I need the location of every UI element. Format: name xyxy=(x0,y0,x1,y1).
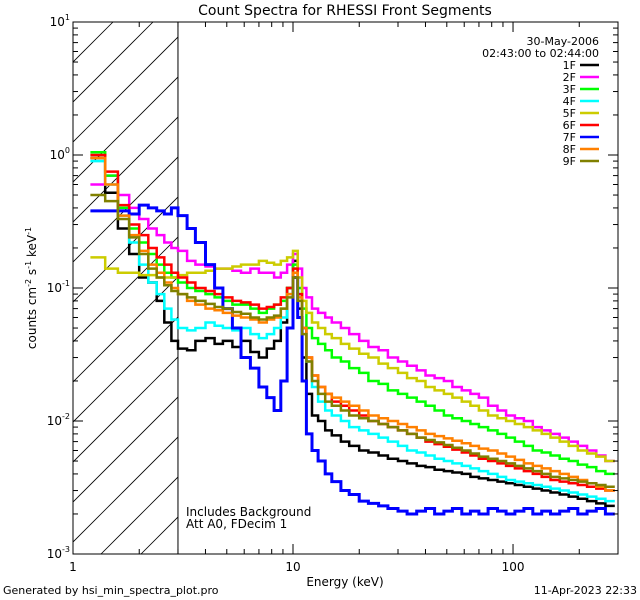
legend-label-3F: 3F xyxy=(563,83,576,96)
series-6F xyxy=(90,153,615,492)
hatch-line xyxy=(73,196,178,303)
chart-title: Count Spectra for RHESSI Front Segments xyxy=(198,3,492,19)
legend-label-6F: 6F xyxy=(563,119,576,132)
y-tick-label-exp: 1 xyxy=(65,13,70,22)
y-tick-label-base: 10 xyxy=(47,547,62,561)
y-tick-label-base: 10 xyxy=(50,15,65,29)
hatch-line xyxy=(73,76,178,183)
y-axis-label: counts cm-2 s-1 keV-1 xyxy=(24,227,39,349)
series-4F xyxy=(90,159,615,503)
series-1F xyxy=(90,156,615,508)
legend-label-2F: 2F xyxy=(563,71,576,84)
x-tick-labels: 1 10 100 xyxy=(69,560,524,574)
y-axis-label-base: counts cm xyxy=(25,287,39,349)
y-tick-label-exp: -1 xyxy=(62,279,70,288)
series-2F xyxy=(90,174,615,463)
y-axis-label-exp3: -1 xyxy=(24,227,33,235)
y-tick-label: 101 xyxy=(50,13,70,29)
x-tick-label: 1 xyxy=(69,560,77,574)
legend-label-5F: 5F xyxy=(563,107,576,120)
y-axis-label-mid1: s xyxy=(25,269,39,279)
hatch-line xyxy=(73,236,178,343)
hatch-line xyxy=(73,36,178,143)
axis-ticks xyxy=(72,21,619,555)
series-9F xyxy=(90,193,615,489)
hatch-line xyxy=(73,276,178,383)
legend-label-9F: 9F xyxy=(563,155,576,168)
legend-label-8F: 8F xyxy=(563,143,576,156)
legend-label-7F: 7F xyxy=(563,131,576,144)
y-tick-label-base: 10 xyxy=(47,414,62,428)
footer-generator: Generated by hsi_min_spectra_plot.pro xyxy=(3,584,219,597)
series-layer xyxy=(90,150,615,516)
annotation-attenuator: Att A0, FDecim 1 xyxy=(186,517,287,531)
y-tick-label: 100 xyxy=(50,146,70,162)
legend-label-4F: 4F xyxy=(563,95,576,108)
time-range-label: 02:43:00 to 02:44:00 xyxy=(482,47,599,60)
x-tick-label: 100 xyxy=(502,560,525,574)
y-tick-label: 10-2 xyxy=(47,412,70,428)
y-axis-label-exp1: -2 xyxy=(24,279,33,287)
y-axis-label-mid2: keV xyxy=(25,234,39,261)
series-8F xyxy=(90,156,615,492)
legend-label-1F: 1F xyxy=(563,59,576,72)
y-tick-label: 10-1 xyxy=(47,279,70,295)
excluded-energy-hatch xyxy=(73,22,178,554)
y-tick-label-exp: -2 xyxy=(62,412,70,421)
hatch-line xyxy=(73,436,178,543)
x-axis-label: Energy (keV) xyxy=(306,575,383,589)
footer-timestamp: 11-Apr-2023 22:33 xyxy=(534,584,637,597)
y-axis-label-exp2: -1 xyxy=(24,261,33,269)
series-3F xyxy=(90,150,615,476)
x-tick-label: 10 xyxy=(285,560,300,574)
series-7F xyxy=(90,203,615,516)
y-tick-label-exp: -3 xyxy=(62,545,70,554)
y-tick-label: 10-3 xyxy=(47,545,70,561)
hatch-line xyxy=(73,396,178,503)
series-5F xyxy=(90,249,615,463)
y-tick-label-base: 10 xyxy=(50,148,65,162)
y-tick-label-base: 10 xyxy=(47,281,62,295)
y-tick-label-exp: 0 xyxy=(65,146,70,155)
date-label: 30-May-2006 xyxy=(527,35,599,48)
annotation-background: Includes Background xyxy=(186,505,311,519)
